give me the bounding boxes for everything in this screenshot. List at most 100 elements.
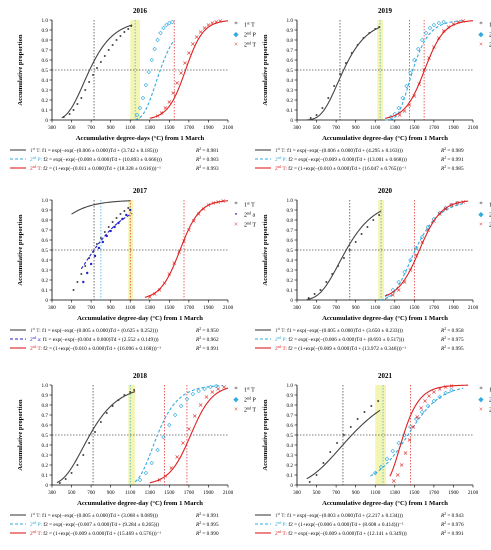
data-point	[101, 240, 105, 244]
data-point	[396, 440, 401, 446]
legend-marker: ◆	[478, 396, 484, 404]
data-point	[187, 427, 191, 431]
y-tick-label: 0.4	[287, 443, 294, 449]
x-tick-label: 1300	[390, 305, 401, 311]
x-tick-label: 700	[87, 490, 95, 496]
x-tick-label: 1900	[448, 125, 459, 131]
data-point	[356, 44, 359, 46]
data-point	[72, 289, 75, 291]
legend-label: 2nd T	[244, 40, 256, 49]
data-point	[162, 281, 167, 285]
data-point	[443, 207, 448, 211]
chart-title: 2020	[378, 187, 393, 195]
y-tick-label: 0.9	[42, 393, 49, 399]
x-tick-label: 1500	[164, 490, 175, 496]
y-tick-label: 0.6	[42, 238, 49, 244]
data-point	[117, 221, 120, 225]
data-point	[397, 113, 402, 117]
y-tick-label: 0.5	[287, 68, 294, 74]
data-point	[149, 460, 154, 466]
x-axis-label: Accumulative degree-days (°C) from 1 Mar…	[76, 135, 205, 142]
equation-text: 2nd P: f2 = exp(−exp(−(0.006 ± 0.000)Td …	[275, 336, 404, 343]
equation-text: 1st T: f1 = exp(−exp(−(0.005 ± 0.000)Td …	[30, 512, 158, 519]
highlight-band	[377, 20, 384, 120]
data-point	[402, 109, 407, 113]
y-tick-label: 0.7	[287, 228, 294, 234]
data-point	[322, 462, 325, 464]
data-point	[107, 49, 110, 51]
y-tick-label: 0.6	[287, 238, 294, 244]
highlight-band	[130, 20, 140, 120]
y-tick-label: 0.2	[42, 98, 49, 104]
data-point	[127, 28, 130, 30]
data-point	[436, 36, 441, 40]
y-tick-label: 0.7	[42, 413, 49, 419]
data-point	[407, 103, 412, 107]
data-point	[187, 228, 191, 232]
data-point	[425, 403, 431, 409]
y-tick-label: 0.5	[287, 433, 294, 439]
equation-r2: R2 = 0.990	[195, 530, 219, 537]
data-point	[408, 268, 413, 272]
x-tick-label: 1700	[429, 490, 440, 496]
data-point	[172, 261, 177, 265]
data-point	[76, 103, 79, 105]
data-point	[140, 95, 146, 101]
y-tick-label: 0.6	[42, 423, 49, 429]
y-axis-label: Accumulative proportion	[262, 214, 269, 285]
legend-label: 2nd P	[489, 210, 491, 219]
fit-curve	[384, 200, 469, 297]
data-point	[210, 21, 215, 25]
legend-marker: ×	[234, 406, 238, 414]
data-point	[125, 213, 128, 217]
data-point	[113, 225, 116, 229]
data-point	[184, 396, 190, 402]
data-point	[167, 100, 172, 104]
y-tick-label: 0.3	[287, 268, 294, 274]
y-tick-label: 0.9	[287, 28, 294, 34]
data-point	[402, 269, 407, 275]
chart-panel-2020: 2020 0 0.1 0.2 0.3 0.4 0.5 0.6 0.7 0.8 0.9 1.0 300 50…	[255, 187, 491, 352]
legend-marker: ◆	[233, 31, 239, 39]
data-point	[414, 245, 419, 251]
highlight-band	[128, 385, 136, 485]
y-tick-label: 0	[45, 298, 48, 304]
data-point	[99, 61, 102, 63]
y-axis-label: Accumulative proportion	[17, 214, 24, 285]
x-tick-label: 1300	[145, 490, 156, 496]
y-tick-label: 0.2	[42, 278, 49, 284]
legend-marker: ×	[479, 406, 483, 414]
data-point	[461, 200, 466, 204]
x-tick-label: 1300	[390, 125, 401, 131]
x-tick-label: 500	[68, 125, 76, 131]
y-tick-label: 0.7	[42, 228, 49, 234]
x-tick-label: 2100	[468, 125, 479, 131]
equation-r2: R2 = 0.991	[195, 345, 219, 352]
data-point	[423, 30, 429, 36]
x-axis-label: Accumulative degree-day (°C) from 1 Marc…	[77, 500, 203, 507]
equation-r2: R2 = 0.981	[195, 147, 219, 154]
x-tick-label: 300	[48, 305, 56, 311]
data-point	[372, 470, 378, 476]
data-point	[396, 105, 401, 111]
x-tick-label: 300	[293, 305, 301, 311]
x-tick-label: 500	[313, 490, 321, 496]
data-point	[130, 25, 133, 27]
equation-r2: R2 = 0.995	[440, 345, 464, 352]
legend-label: 1st T	[489, 20, 491, 29]
data-point	[155, 37, 160, 43]
data-point	[84, 265, 87, 267]
y-tick-label: 1.0	[287, 198, 294, 204]
y-tick-label: 0.2	[42, 463, 49, 469]
data-point	[437, 212, 442, 216]
y-tick-label: 0.6	[287, 423, 294, 429]
data-point	[402, 280, 407, 284]
equation-r2: R2 = 0.976	[440, 521, 464, 528]
data-point	[76, 281, 79, 283]
x-tick-label: 1500	[164, 125, 175, 131]
data-point	[315, 474, 318, 476]
data-point	[396, 288, 401, 292]
data-point	[419, 409, 425, 415]
equation-r2: R2 = 0.991	[440, 530, 464, 537]
data-point	[416, 46, 421, 52]
